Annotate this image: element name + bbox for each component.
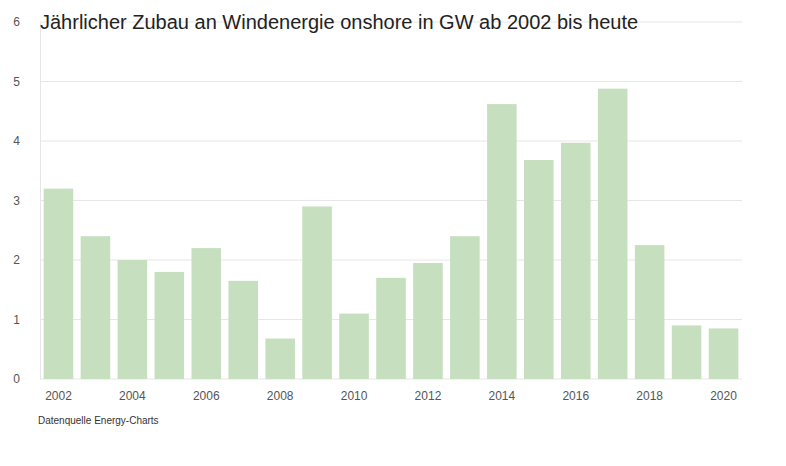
x-tick: 2012 [415,379,442,403]
y-tick-label: 2 [13,253,20,267]
y-tick-label: 4 [13,134,20,148]
y-tick: 4 [13,134,40,148]
y-axis-line [40,23,41,380]
x-tick-label: 2006 [193,389,220,403]
grid [40,22,742,379]
bar [265,339,295,379]
x-tick: 2020 [710,379,737,403]
bar [302,206,332,379]
y-tick-label: 1 [13,313,20,327]
x-tick: 2002 [45,379,72,403]
bar [118,260,148,379]
y-axis: 0 1 2 3 4 5 6 [13,15,40,386]
bar [635,245,665,379]
source: Datenquelle Energy-Charts [38,415,159,426]
bar [709,328,739,379]
y-tick: 5 [13,75,40,89]
x-tick-label: 2014 [488,389,515,403]
grid-line [40,81,742,82]
y-tick-label: 5 [13,75,20,89]
bar [228,281,258,379]
x-tick-label: 2012 [415,389,442,403]
bar [487,104,517,379]
bar [672,325,702,379]
x-tick: 2010 [341,379,368,403]
x-tick-label: 2002 [45,389,72,403]
bar [81,236,111,379]
y-tick: 2 [13,253,40,267]
x-tick-label: 2008 [267,389,294,403]
x-tick-label: 2018 [636,389,663,403]
x-tick: 2008 [267,379,294,403]
bar [561,143,591,379]
y-tick: 6 [13,15,40,29]
x-tick: 2006 [193,379,220,403]
plot: 0123456200220042006200820102012201420162… [13,15,742,402]
x-tick-label: 2004 [119,389,146,403]
grid-line [40,200,742,201]
x-tick: 2016 [562,379,589,403]
y-tick-label: 6 [13,15,20,29]
bar [413,263,443,379]
x-tick-label: 2020 [710,389,737,403]
title: Jährlicher Zubau an Windenergie onshore … [40,11,638,33]
grid-line [40,141,742,142]
x-tick-label: 2016 [562,389,589,403]
y-tick-label: 0 [13,372,20,386]
x-tick: 2018 [636,379,663,403]
bar [524,160,554,379]
bar [191,248,221,379]
y-tick: 3 [13,194,40,208]
x-tick: 2014 [488,379,515,403]
y-tick: 0 [13,372,40,386]
y-tick: 1 [13,313,40,327]
y-tick-label: 3 [13,194,20,208]
bar [376,278,406,379]
chart: 0123456200220042006200820102012201420162… [0,0,786,466]
x-tick-label: 2010 [341,389,368,403]
bar [450,236,480,379]
bar [44,189,74,379]
bars [44,89,739,379]
bar [339,314,369,379]
x-axis: 2002 2004 2006 2008 2010 2012 2014 2016 2018 2020 [45,379,737,403]
x-tick: 2004 [119,379,146,403]
bar [155,272,185,379]
bar [598,89,628,379]
